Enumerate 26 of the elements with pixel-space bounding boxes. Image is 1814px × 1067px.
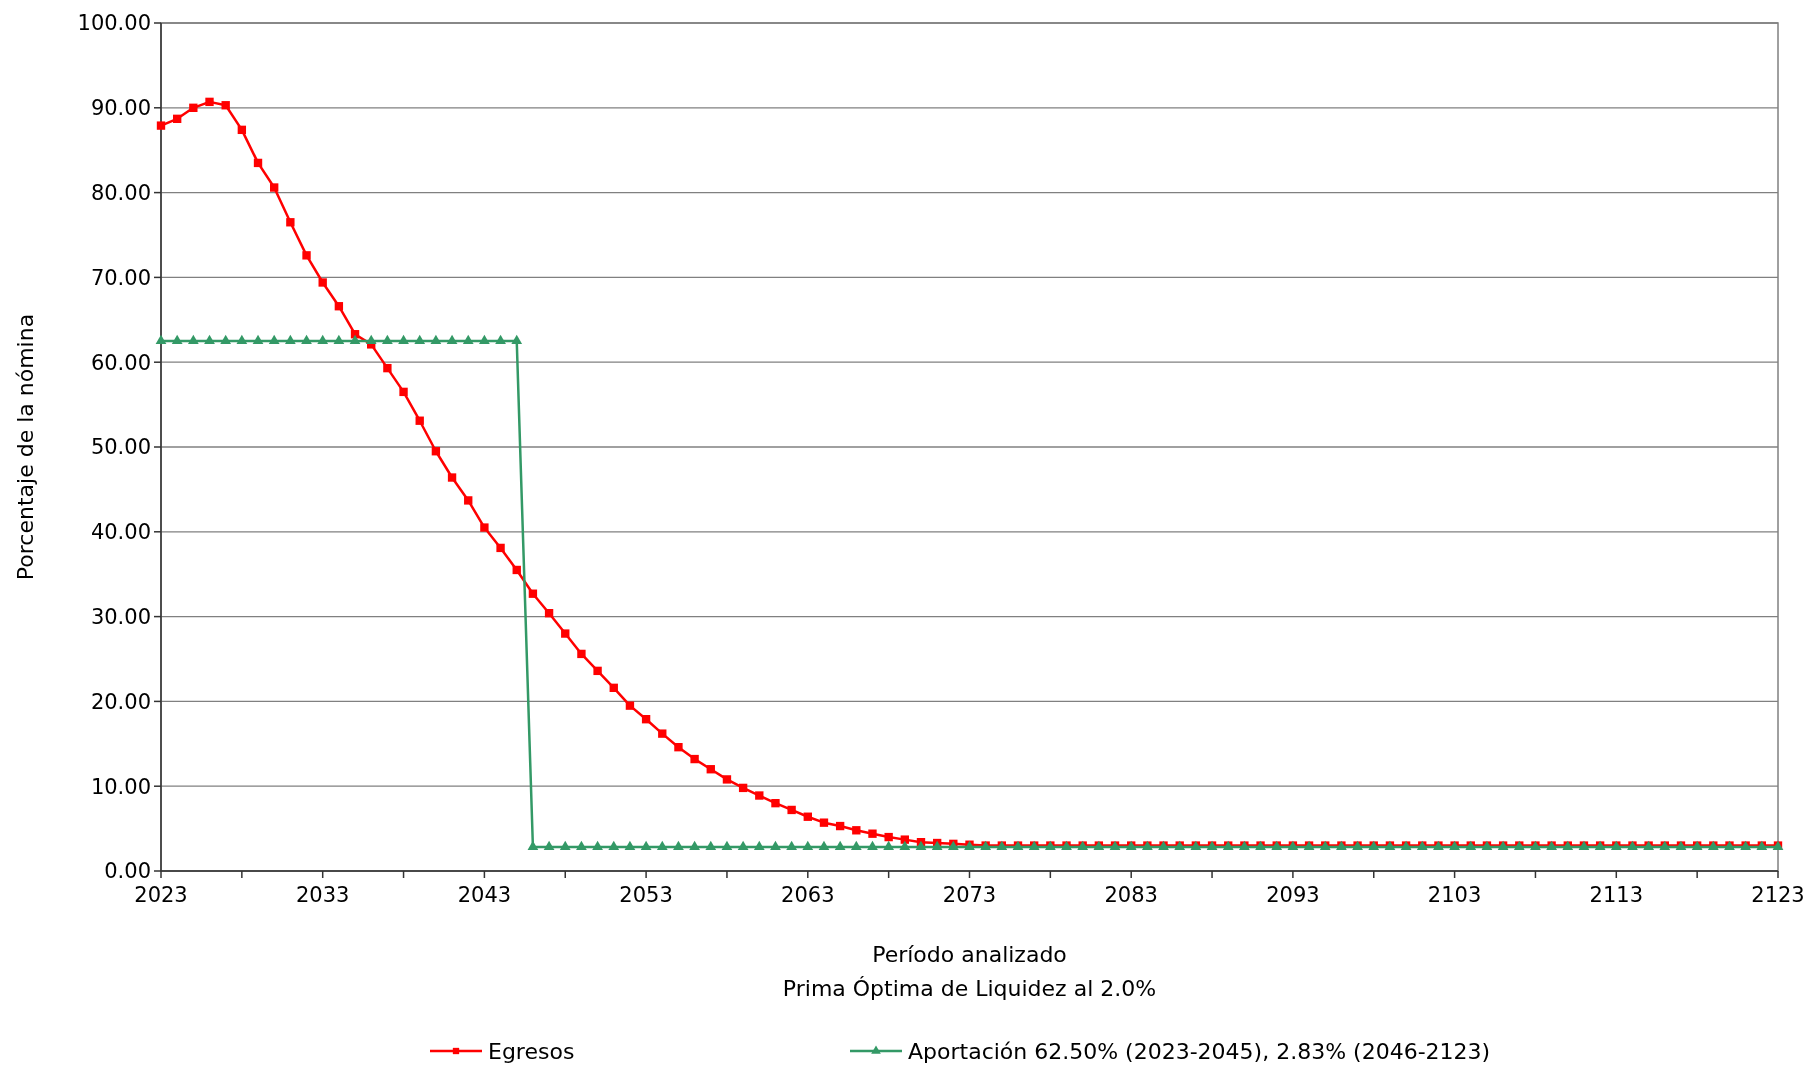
x-tick-label: 2113 <box>1589 883 1644 907</box>
y-tick-label: 100.00 <box>77 11 151 36</box>
x-tick-label: 2033 <box>295 883 350 907</box>
y-tick-label: 70.00 <box>90 265 151 290</box>
y-tick-label: 90.00 <box>90 96 151 121</box>
x-tick-label: 2093 <box>1266 883 1320 907</box>
x-tick-label: 2103 <box>1427 883 1482 907</box>
x-tick-label: 2053 <box>619 883 673 907</box>
y-axis-title: Porcentaje de la nómina <box>13 313 38 581</box>
y-tick-label: 60.00 <box>90 350 151 375</box>
x-tick-label: 2023 <box>134 883 188 907</box>
y-tick-label: 40.00 <box>90 520 151 545</box>
x-tick-label: 2083 <box>1104 883 1158 907</box>
x-tick-label: 2123 <box>1751 883 1805 907</box>
y-tick-label: 80.00 <box>90 180 151 205</box>
y-tick-label: 10.00 <box>90 774 151 799</box>
x-axis-title: Período analizado Prima Óptima de Liquidez al 2.0% <box>782 942 1157 1001</box>
x-tick-label: 2073 <box>942 883 997 907</box>
legend-label: Aportación 62.50% (2023-2045), 2.83% (2046-2123) <box>908 1038 1491 1064</box>
legend-label: Egresos <box>488 1038 575 1064</box>
y-tick-label: 20.00 <box>90 689 151 714</box>
x-tick-label: 2063 <box>781 883 835 907</box>
y-tick-label: 0.00 <box>104 859 151 884</box>
y-tick-label: 50.00 <box>90 435 151 460</box>
x-tick-label: 2043 <box>457 883 512 907</box>
y-tick-label: 30.00 <box>90 604 151 629</box>
